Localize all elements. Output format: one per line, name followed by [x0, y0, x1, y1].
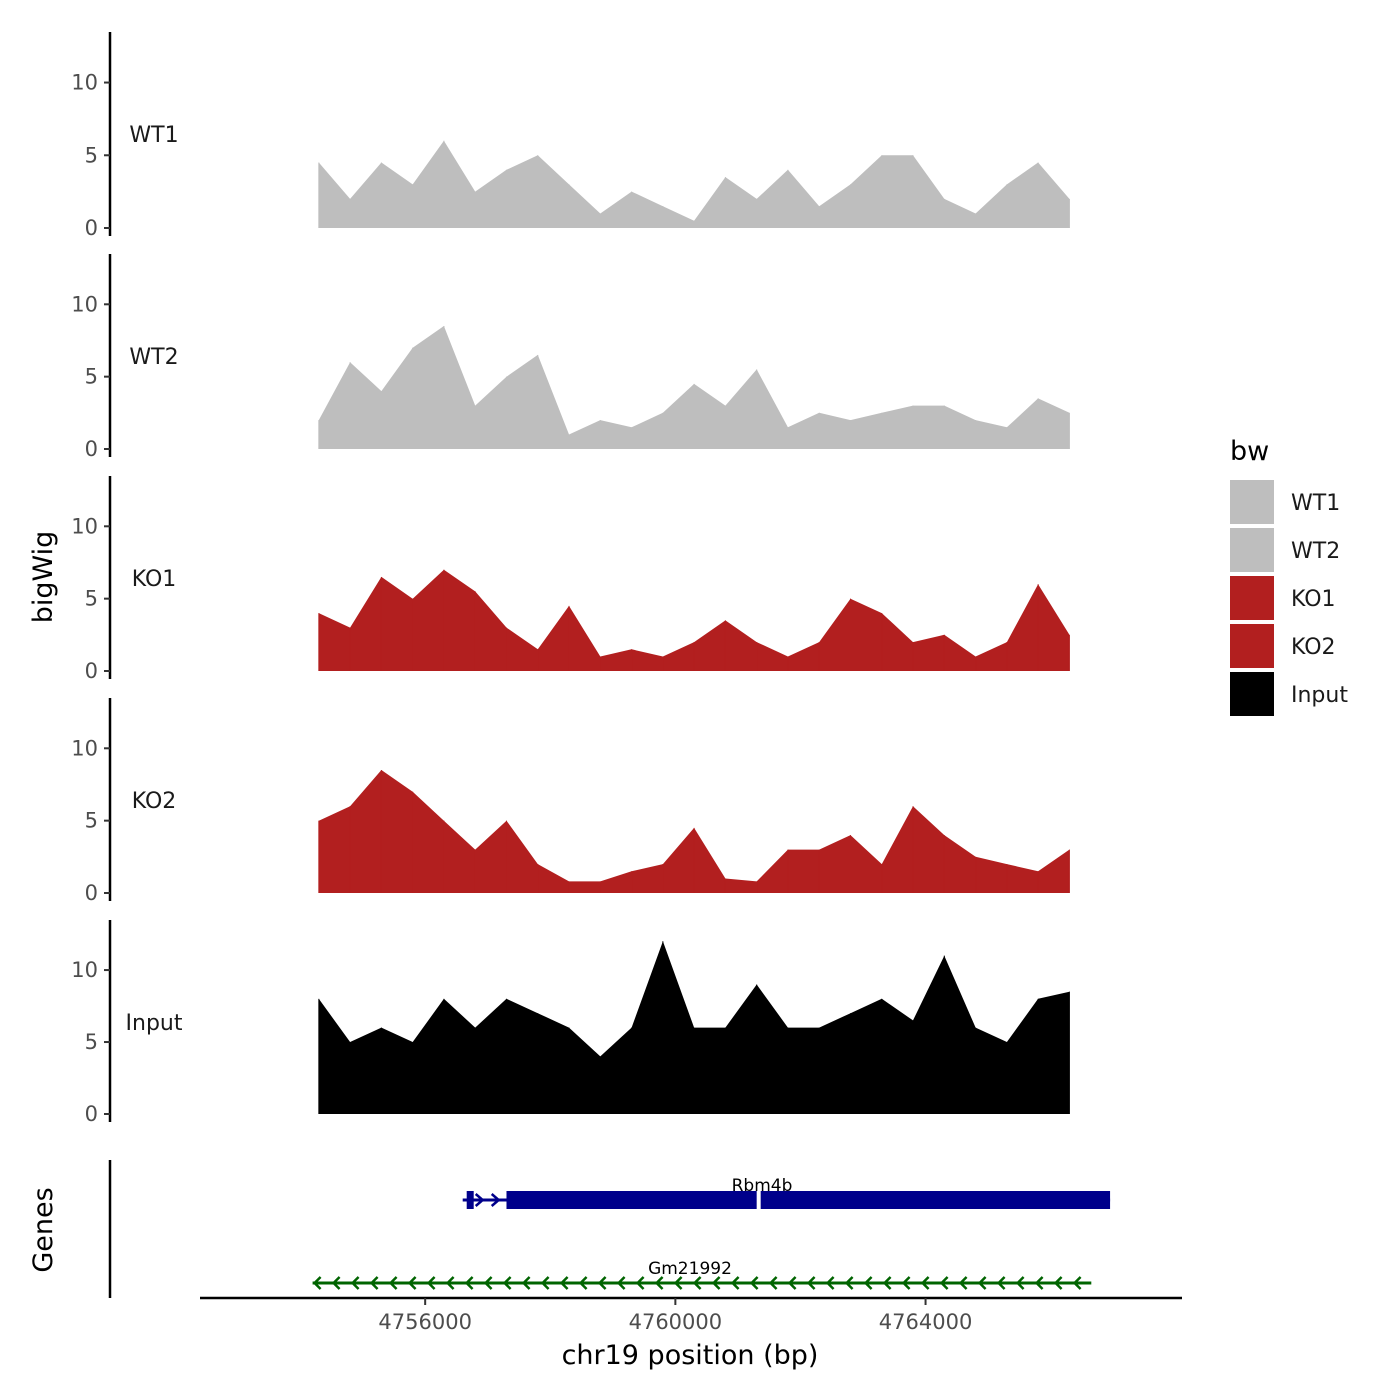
strand-arrow [692, 1276, 702, 1290]
y-tick-label: 0 [85, 437, 98, 461]
gene-label: Gm21992 [648, 1259, 732, 1279]
track-area [318, 140, 1070, 228]
strand-arrow [616, 1276, 626, 1290]
strand-arrow [1072, 1276, 1082, 1290]
legend-swatch-wt1 [1230, 480, 1274, 524]
strand-arrow [331, 1276, 341, 1290]
strand-arrow [445, 1276, 455, 1290]
strand-arrow [1034, 1276, 1044, 1290]
x-tick-label: 4756000 [378, 1310, 472, 1334]
legend-swatch-input [1230, 672, 1274, 716]
genes-panel-title: Genes [28, 1187, 59, 1272]
y-tick-label: 10 [71, 514, 98, 538]
y-tick-label: 10 [71, 71, 98, 95]
y-tick-label: 5 [85, 1030, 98, 1054]
strand-arrow [825, 1276, 835, 1290]
gene-rbm4b: Rbm4b [462, 1176, 1111, 1209]
y-tick-label: 5 [85, 365, 98, 389]
y-tick-label: 0 [85, 1102, 98, 1126]
y-tick-label: 10 [71, 958, 98, 982]
y-tick-label: 10 [71, 292, 98, 316]
track-label: KO1 [132, 567, 177, 592]
track-label: KO2 [132, 789, 177, 814]
strand-arrow [863, 1276, 873, 1290]
x-axis-title: chr19 position (bp) [562, 1340, 819, 1371]
track-wt2: 0 5 10 WT2 [71, 254, 1070, 461]
strand-arrow [464, 1276, 474, 1290]
strand-arrow [426, 1276, 436, 1290]
legend-swatch-wt2 [1230, 528, 1274, 572]
y-tick-label: 5 [85, 143, 98, 167]
gene-exon-gap [756, 1191, 761, 1209]
strand-arrow [502, 1276, 512, 1290]
strand-arrow [1053, 1276, 1063, 1290]
y-tick-label: 5 [85, 809, 98, 833]
y-tick-label: 0 [85, 659, 98, 683]
gene-exon [466, 1191, 474, 1209]
track-input: 0 5 10 Input [71, 920, 1070, 1126]
y-axis-title: bigWig [28, 531, 59, 624]
strand-arrow [490, 1193, 501, 1207]
legend-label-input: Input [1291, 683, 1348, 708]
x-tick-label: 4764000 [879, 1310, 973, 1334]
legend: bw WT1 WT2 KO1 KO2 Input [1230, 436, 1348, 716]
coverage-tracks: 0 5 10 WT1 0 5 10 WT2 0 5 10 KO1 0 5 10 KO2 0 5 10 Input [71, 32, 1070, 1126]
strand-arrow [578, 1276, 588, 1290]
gene-gm21992: Gm21992 [312, 1259, 1092, 1290]
strand-arrow [521, 1276, 531, 1290]
strand-arrow [730, 1276, 740, 1290]
x-tick-label: 4760000 [629, 1310, 723, 1334]
legend-label-wt2: WT2 [1291, 539, 1340, 564]
strand-arrow [806, 1276, 816, 1290]
y-tick-label: 5 [85, 587, 98, 611]
strand-arrow [996, 1276, 1006, 1290]
strand-arrow [920, 1276, 930, 1290]
genes-panel: Rbm4b Gm21992 [108, 1160, 1111, 1298]
strand-arrow [882, 1276, 892, 1290]
strand-arrow [407, 1276, 417, 1290]
legend-swatch-ko2 [1230, 624, 1274, 668]
strand-arrow [369, 1276, 379, 1290]
track-ko1: 0 5 10 KO1 [71, 476, 1070, 683]
strand-arrow [939, 1276, 949, 1290]
strand-arrow [711, 1276, 721, 1290]
strand-arrow [768, 1276, 778, 1290]
legend-label-ko2: KO2 [1291, 635, 1336, 660]
legend-label-ko1: KO1 [1291, 587, 1336, 612]
track-label: WT1 [129, 123, 178, 148]
strand-arrow [901, 1276, 911, 1290]
y-tick-label: 0 [85, 881, 98, 905]
y-tick-label: 0 [85, 216, 98, 240]
y-tick-label: 10 [71, 736, 98, 760]
strand-arrow [474, 1193, 485, 1207]
gene-exon [506, 1191, 1111, 1209]
strand-arrow [540, 1276, 550, 1290]
strand-arrow [388, 1276, 398, 1290]
gene-label: Rbm4b [732, 1176, 793, 1196]
strand-arrow [977, 1276, 987, 1290]
strand-arrow [559, 1276, 569, 1290]
track-label: WT2 [129, 345, 178, 370]
strand-arrow [654, 1276, 664, 1290]
legend-swatch-ko1 [1230, 576, 1274, 620]
strand-arrow [844, 1276, 854, 1290]
strand-arrow [749, 1276, 759, 1290]
legend-label-wt1: WT1 [1291, 491, 1340, 516]
track-ko2: 0 5 10 KO2 [71, 698, 1070, 905]
strand-arrow [483, 1276, 493, 1290]
strand-arrow [673, 1276, 683, 1290]
track-label: Input [126, 1011, 183, 1036]
strand-arrow [350, 1276, 360, 1290]
strand-arrow [1015, 1276, 1025, 1290]
strand-arrow [312, 1276, 322, 1290]
x-axis: 4756000 4760000 4764000 [200, 1296, 1182, 1334]
track-wt1: 0 5 10 WT1 [71, 32, 1070, 240]
legend-title: bw [1230, 436, 1269, 467]
strand-arrow [958, 1276, 968, 1290]
strand-arrow [597, 1276, 607, 1290]
strand-arrow [635, 1276, 645, 1290]
strand-arrow [787, 1276, 797, 1290]
